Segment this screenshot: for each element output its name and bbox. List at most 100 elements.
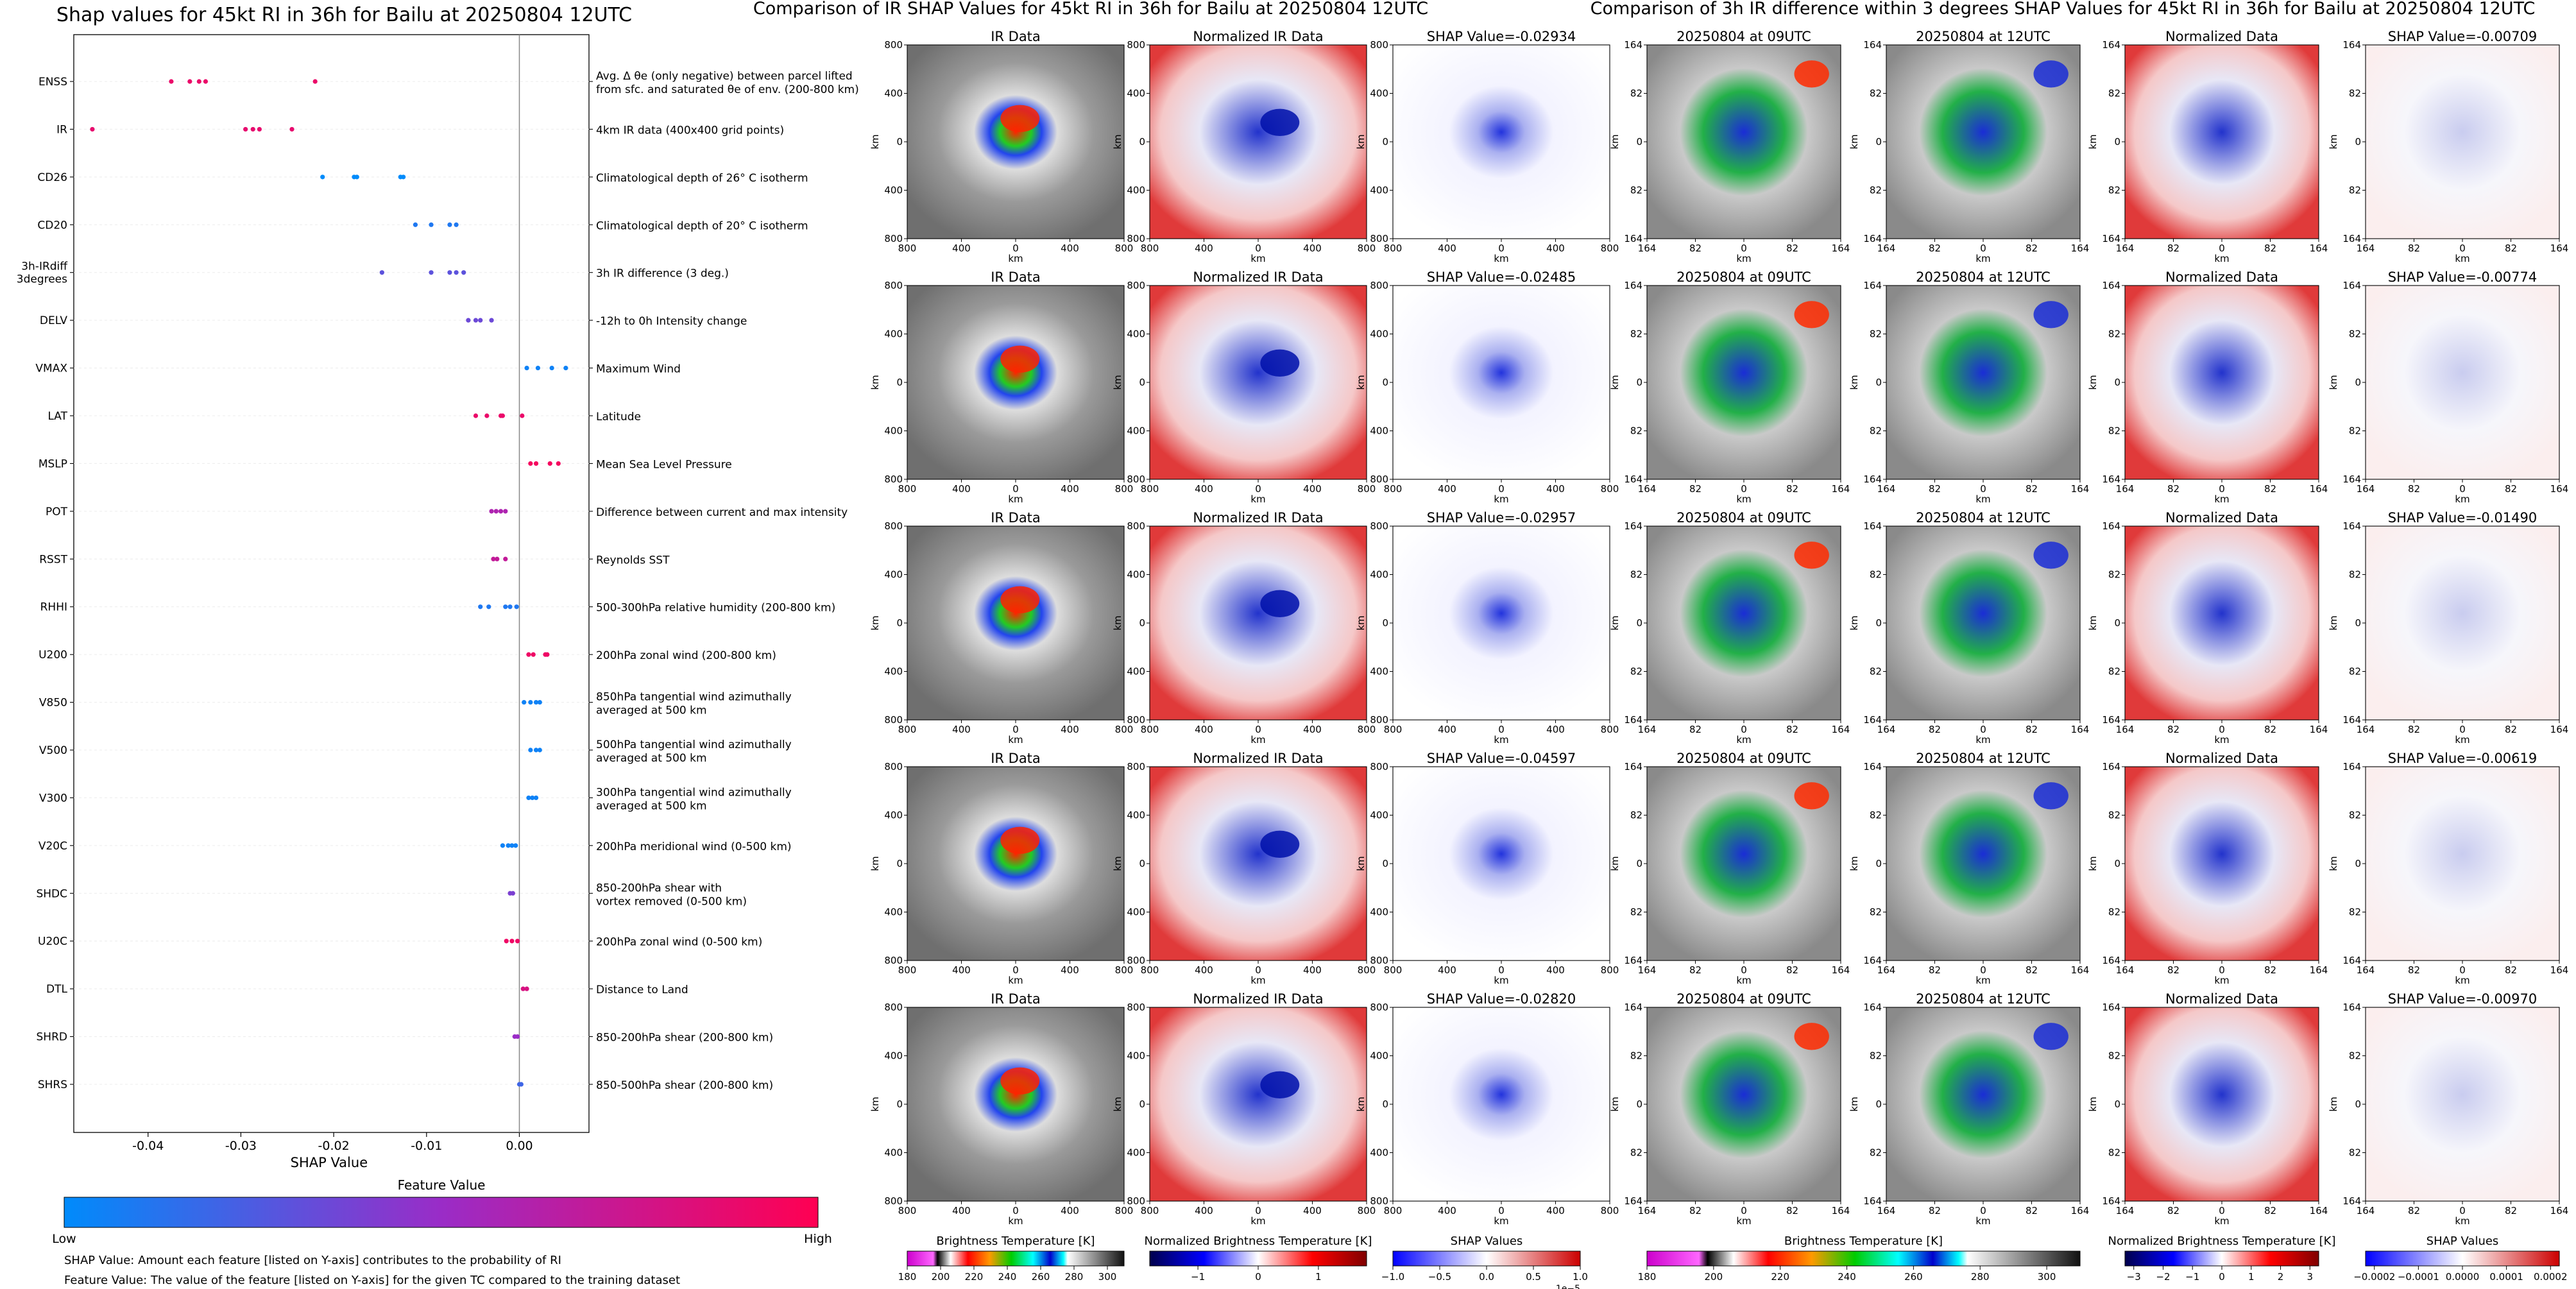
heatmap-panel-3 bbox=[2124, 44, 2319, 239]
y-tick-label: 0 bbox=[1875, 858, 1882, 869]
y-tick-label: 400 bbox=[1127, 88, 1145, 99]
y-tick-label: 164 bbox=[2102, 1195, 2120, 1207]
x-tick-label: 164 bbox=[1638, 1205, 1657, 1216]
x-tick-label: 0 bbox=[1255, 964, 1261, 976]
colorbar-tick-label: −3 bbox=[2127, 1271, 2141, 1283]
heatmap-panel-2 bbox=[1149, 1007, 1367, 1202]
heatmap-panel-3 bbox=[1392, 525, 1610, 721]
y-tick-label: 82 bbox=[1870, 569, 1882, 581]
shap-point bbox=[528, 461, 533, 466]
x-axis-label: km bbox=[1250, 1215, 1265, 1227]
x-tick-label: 400 bbox=[1438, 243, 1456, 254]
shap-point bbox=[354, 175, 359, 180]
x-tick-label: 400 bbox=[1438, 483, 1456, 495]
x-tick-label: 800 bbox=[898, 724, 917, 735]
panel-title: 20250804 at 12UTC bbox=[1916, 751, 2051, 766]
y-tick-label: 82 bbox=[1870, 1050, 1882, 1062]
y-axis-label: km bbox=[2087, 856, 2099, 871]
shap-point bbox=[243, 126, 248, 132]
storm-core bbox=[1000, 826, 1040, 854]
y-tick-label: 164 bbox=[2342, 280, 2361, 291]
colorbar-tick-label: 200 bbox=[1705, 1271, 1723, 1283]
y-tick-label: 400 bbox=[1127, 666, 1145, 678]
y-tick-label: 0 bbox=[896, 858, 903, 869]
y-tick-label: 0 bbox=[2114, 136, 2120, 148]
x-tick-label: 82 bbox=[1929, 483, 1941, 495]
x-tick-label: 164 bbox=[1877, 724, 1896, 735]
x-axis-label: km bbox=[1975, 493, 1990, 505]
x-tick-label: 82 bbox=[1689, 724, 1702, 735]
y-tick-label: 400 bbox=[1370, 569, 1388, 581]
y-tick-label: 800 bbox=[1370, 474, 1388, 485]
shap-point bbox=[196, 79, 201, 84]
y-tick-label: 400 bbox=[1370, 1050, 1388, 1062]
feature-name-rsst: RSST bbox=[39, 553, 67, 566]
y-tick-label: 164 bbox=[2342, 233, 2361, 244]
x-tick-label: 0 bbox=[1980, 964, 1986, 976]
y-tick-label: 164 bbox=[1624, 761, 1642, 773]
y-axis-label: km bbox=[1609, 615, 1621, 630]
y-axis-label: km bbox=[1355, 375, 1367, 389]
y-tick-label: 0 bbox=[1139, 136, 1145, 148]
y-tick-label: 800 bbox=[1370, 520, 1388, 532]
x-axis-label: km bbox=[2455, 975, 2469, 986]
x-axis-label: km bbox=[1494, 253, 1508, 264]
panel-title: IR Data bbox=[991, 510, 1041, 525]
colorbar-tick-label: 180 bbox=[1638, 1271, 1657, 1283]
y-axis-label: km bbox=[1609, 375, 1621, 389]
x-tick-label: 164 bbox=[2550, 724, 2569, 735]
x-tick-label: 82 bbox=[2505, 724, 2517, 735]
panel-title: IR Data bbox=[991, 751, 1041, 766]
feature-name-vmax: VMAX bbox=[35, 363, 67, 375]
y-tick-label: 800 bbox=[1127, 955, 1145, 966]
y-tick-label: 0 bbox=[2355, 1098, 2361, 1110]
x-tick-label: 164 bbox=[2310, 724, 2328, 735]
x-tick-label: 800 bbox=[1358, 1205, 1376, 1216]
panel-title: SHAP Value=-0.02957 bbox=[1427, 510, 1576, 525]
y-axis-label: km bbox=[1112, 1097, 1123, 1111]
panel-title: IR Data bbox=[991, 991, 1041, 1007]
y-tick-label: 0 bbox=[1875, 1098, 1882, 1110]
panel-title: SHAP Value=-0.00774 bbox=[2388, 269, 2538, 285]
colorbar-tick-label: 220 bbox=[1771, 1271, 1789, 1283]
storm-core bbox=[2033, 1023, 2068, 1050]
colorbar-tick-label: 0.0 bbox=[1479, 1271, 1494, 1283]
x-axis-label: km bbox=[2214, 253, 2229, 264]
panel-title: IR Data bbox=[991, 29, 1041, 44]
x-tick-label: 164 bbox=[2071, 243, 2090, 254]
y-tick-label: 82 bbox=[2349, 569, 2361, 581]
x-axis-label: km bbox=[1008, 1215, 1023, 1227]
x-tick-label: 400 bbox=[1061, 243, 1079, 254]
shap-point bbox=[169, 79, 174, 84]
y-tick-label: 800 bbox=[1127, 474, 1145, 485]
y-tick-label: 82 bbox=[1630, 907, 1642, 918]
y-tick-label: 82 bbox=[1630, 569, 1642, 581]
heatmap-panel-1 bbox=[907, 285, 1125, 480]
feature-name-v300: V300 bbox=[39, 792, 67, 805]
feature-name-shrs: SHRS bbox=[38, 1079, 67, 1091]
y-tick-label: 82 bbox=[2349, 1147, 2361, 1159]
y-tick-label: 82 bbox=[2349, 329, 2361, 340]
x-tick-label: 0 bbox=[1980, 724, 1986, 735]
panel-title: IR Data bbox=[991, 269, 1041, 285]
shap-point bbox=[461, 270, 466, 275]
y-tick-label: 800 bbox=[1370, 1195, 1388, 1207]
x-axis-label: km bbox=[2214, 493, 2229, 505]
y-axis-label: km bbox=[1609, 1097, 1621, 1111]
colorbar-label: SHAP Values bbox=[1451, 1234, 1523, 1248]
y-axis-label: km bbox=[869, 375, 881, 389]
y-tick-label: 164 bbox=[1624, 280, 1642, 291]
y-axis-label: km bbox=[1355, 615, 1367, 630]
feature-name-dtl: DTL bbox=[46, 983, 67, 996]
y-tick-label: 82 bbox=[2108, 185, 2120, 196]
y-axis-label: km bbox=[1609, 134, 1621, 149]
feature-name-rhhi: RHHI bbox=[40, 601, 67, 614]
panel-title: 20250804 at 09UTC bbox=[1676, 510, 1811, 525]
x-tick-label: 0 bbox=[1012, 483, 1019, 495]
shap-point bbox=[506, 843, 511, 848]
y-tick-label: 400 bbox=[1127, 810, 1145, 821]
x-tick-label: 164 bbox=[1877, 483, 1896, 495]
x-tick-label: 400 bbox=[1546, 724, 1565, 735]
heatmap-panel-2 bbox=[1149, 525, 1367, 721]
x-tick-label: 0 bbox=[1980, 1205, 1986, 1216]
